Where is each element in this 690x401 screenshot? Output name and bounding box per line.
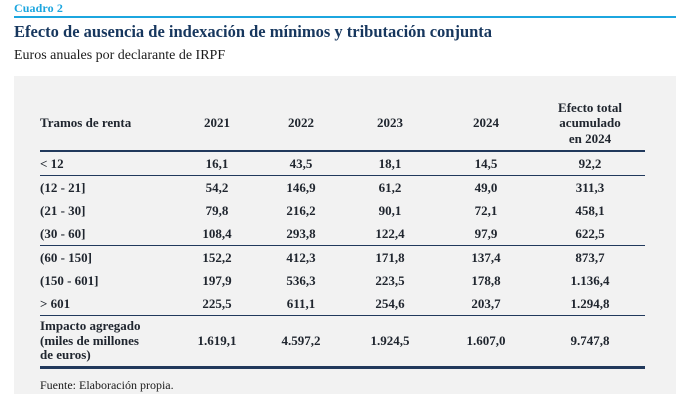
- row-label: > 601: [40, 292, 175, 316]
- value-cell: 122,4: [343, 222, 437, 246]
- value-cell: 97,9: [437, 222, 535, 246]
- kicker-rule: [14, 16, 676, 18]
- value-cell: 137,4: [471, 249, 501, 265]
- value-cell: 54,2: [205, 179, 229, 195]
- table-header-row: Tramos de renta 2021 2022 2023 2024 Efec…: [40, 76, 645, 152]
- value-cell: 49,0: [474, 179, 498, 195]
- value-cell: 197,9: [202, 272, 232, 288]
- column-header-2021: 2021: [175, 76, 259, 152]
- value-cell: 1.924,5: [343, 315, 437, 369]
- row-label: (30 - 60]: [40, 222, 175, 246]
- row-label: < 12: [40, 151, 175, 176]
- column-header-efecto-total: Efecto total acumulado en 2024: [535, 76, 645, 152]
- value-cell: 536,3: [286, 272, 316, 288]
- table-row: (60 - 150] 152,2 412,3 171,8 137,4 873,7: [40, 246, 645, 270]
- value-cell: 293,8: [259, 222, 343, 246]
- table-card: Tramos de renta 2021 2022 2023 2024 Efec…: [14, 76, 676, 394]
- value-cell: 152,2: [202, 249, 232, 265]
- column-header-2024: 2024: [437, 76, 535, 152]
- value-cell: 611,1: [259, 292, 343, 316]
- value-cell: 146,9: [286, 179, 316, 195]
- value-cell: 1.607,0: [437, 315, 535, 369]
- value-cell: 90,1: [378, 202, 402, 218]
- column-header-tramos: Tramos de renta: [40, 76, 175, 152]
- value-cell: 18,1: [343, 151, 437, 176]
- value-cell: 412,3: [286, 249, 316, 265]
- value-cell: 92,2: [535, 151, 645, 176]
- table-number-kicker: Cuadro 2: [14, 1, 63, 15]
- data-table: Tramos de renta 2021 2022 2023 2024 Efec…: [40, 76, 645, 369]
- value-cell: 225,5: [175, 292, 259, 316]
- value-cell: 203,7: [437, 292, 535, 316]
- table-row: > 601 225,5 611,1 254,6 203,7 1.294,8: [40, 292, 645, 316]
- value-cell: 79,8: [205, 202, 229, 218]
- value-cell: 43,5: [259, 151, 343, 176]
- row-label: (150 - 601]: [40, 272, 99, 288]
- row-label: (12 - 21]: [40, 179, 86, 195]
- row-label: Impacto agregado (miles de millones de e…: [40, 315, 175, 369]
- value-cell: 458,1: [575, 202, 605, 218]
- table-row-aggregate: Impacto agregado (miles de millones de e…: [40, 315, 645, 369]
- value-cell: 16,1: [175, 151, 259, 176]
- value-cell: 622,5: [535, 222, 645, 246]
- row-label: (21 - 30]: [40, 202, 86, 218]
- row-label: (60 - 150]: [40, 249, 92, 265]
- value-cell: 873,7: [575, 249, 605, 265]
- value-cell: 254,6: [343, 292, 437, 316]
- column-header-2022: 2022: [259, 76, 343, 152]
- value-cell: 4.597,2: [259, 315, 343, 369]
- table-row: (30 - 60] 108,4 293,8 122,4 97,9 622,5: [40, 222, 645, 246]
- value-cell: 223,5: [375, 272, 405, 288]
- table-row: < 12 16,1 43,5 18,1 14,5 92,2: [40, 151, 645, 176]
- value-cell: 1.619,1: [175, 315, 259, 369]
- value-cell: 171,8: [375, 249, 405, 265]
- table-row: (150 - 601] 197,9 536,3 223,5 178,8 1.13…: [40, 269, 645, 292]
- value-cell: 61,2: [378, 179, 402, 195]
- value-cell: 311,3: [575, 179, 605, 195]
- value-cell: 14,5: [437, 151, 535, 176]
- value-cell: 178,8: [471, 272, 501, 288]
- value-cell: 1.294,8: [535, 292, 645, 316]
- value-cell: 9.747,8: [535, 315, 645, 369]
- table-row: (21 - 30] 79,8 216,2 90,1 72,1 458,1: [40, 199, 645, 222]
- value-cell: 108,4: [175, 222, 259, 246]
- column-header-2023: 2023: [343, 76, 437, 152]
- value-cell: 216,2: [286, 202, 316, 218]
- table-subtitle: Euros anuales por declarante de IRPF: [14, 48, 226, 63]
- value-cell: 72,1: [474, 202, 498, 218]
- source-note: Fuente: Elaboración propia.: [40, 378, 174, 392]
- table-row: (12 - 21] 54,2 146,9 61,2 49,0 311,3: [40, 176, 645, 200]
- table-title: Efecto de ausencia de indexación de míni…: [14, 22, 493, 41]
- value-cell: 1.136,4: [570, 272, 610, 288]
